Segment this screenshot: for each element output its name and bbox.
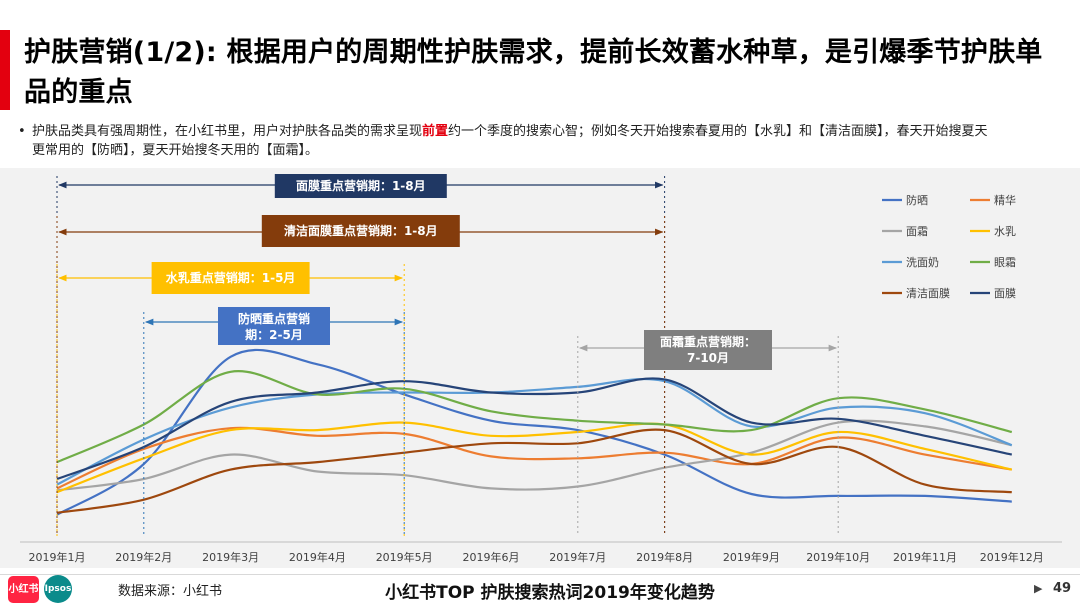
annotation-label: 防晒重点营销 — [238, 311, 310, 326]
legend-label: 眼霜 — [994, 256, 1016, 269]
annotation-label: 7-10月 — [687, 351, 729, 365]
legend-label: 水乳 — [994, 225, 1016, 238]
x-tick-label: 2019年5月 — [376, 550, 433, 564]
x-tick-label: 2019年7月 — [549, 550, 606, 564]
annotation-label-box — [274, 174, 447, 198]
note-highlight: 前置 — [422, 124, 449, 139]
series-line-7 — [56, 377, 1013, 481]
annotation-label: 期：2-5月 — [245, 327, 303, 342]
x-tick-label: 2019年1月 — [29, 550, 86, 564]
ipsos-logo: Ipsos — [44, 575, 72, 603]
annotation-label: 清洁面膜重点营销期：1-8月 — [284, 223, 438, 238]
x-tick-label: 2019年4月 — [289, 550, 346, 564]
x-tick-label: 2019年6月 — [463, 550, 520, 564]
page-title: 护肤营销(1/2): 根据用户的周期性护肤需求，提前长效蓄水种草，是引爆季节护肤… — [24, 37, 1043, 108]
annotation-label-box — [151, 262, 310, 294]
annotation-label: 面膜重点营销期：1-8月 — [296, 178, 426, 193]
footer-divider — [0, 574, 1080, 575]
trend-line-chart: 2019年1月 2019年2月 2019年3月 2019年4月 2019年5月 2019年… — [20, 174, 1062, 564]
series-line-4 — [56, 378, 1013, 486]
annotation-label-box — [644, 330, 772, 370]
annotation-label-box — [261, 215, 460, 247]
x-tick-label: 2019年11月 — [893, 550, 957, 564]
note-text-after: 约一个季度的搜索心智；例如冬天开始搜索春夏用的【水乳】和【清洁面膜】，春天开始搜… — [32, 124, 988, 158]
x-tick-label: 2019年12月 — [980, 550, 1044, 564]
bullet-icon: • — [18, 124, 26, 139]
legend-label: 精华 — [994, 193, 1016, 207]
x-tick-label: 2019年3月 — [202, 550, 259, 564]
legend-label: 面膜 — [994, 287, 1016, 300]
x-tick-label: 2019年9月 — [723, 550, 780, 564]
x-tick-label: 2019年8月 — [636, 550, 693, 564]
data-source: 数据来源：小红书 — [118, 584, 223, 599]
footer-title: 小红书TOP 护肤搜索热词2019年变化趋势 — [385, 583, 715, 603]
description-text: 护肤品类具有强周期性，在小红书里，用户对护肤各品类的需求呈现前置约一个季度的搜索… — [32, 122, 992, 160]
annotation-label: 面霜重点营销期： — [660, 334, 756, 349]
next-arrow-icon[interactable]: ▶ — [1034, 582, 1043, 595]
legend-label: 洗面奶 — [906, 255, 939, 269]
series-line-2 — [56, 419, 1013, 492]
page-number: 49 — [1053, 581, 1072, 596]
series-line-5 — [56, 370, 1013, 464]
legend-label: 面霜 — [906, 225, 928, 238]
legend-label: 清洁面膜 — [906, 287, 950, 300]
series-line-6 — [56, 428, 1012, 514]
series-line-1 — [56, 426, 1012, 490]
legend-label: 防晒 — [906, 193, 928, 207]
annotation-label: 水乳重点营销期：1-5月 — [166, 270, 296, 285]
xiaohongshu-logo: 小红书 — [8, 576, 39, 603]
annotation-label-box — [218, 307, 330, 345]
x-tick-label: 2019年2月 — [115, 550, 172, 564]
x-tick-label: 2019年10月 — [806, 550, 870, 564]
note-text-before: 护肤品类具有强周期性，在小红书里，用户对护肤各品类的需求呈现 — [32, 124, 423, 139]
title-accent-bar — [0, 30, 10, 110]
series-line-3 — [56, 421, 1013, 494]
